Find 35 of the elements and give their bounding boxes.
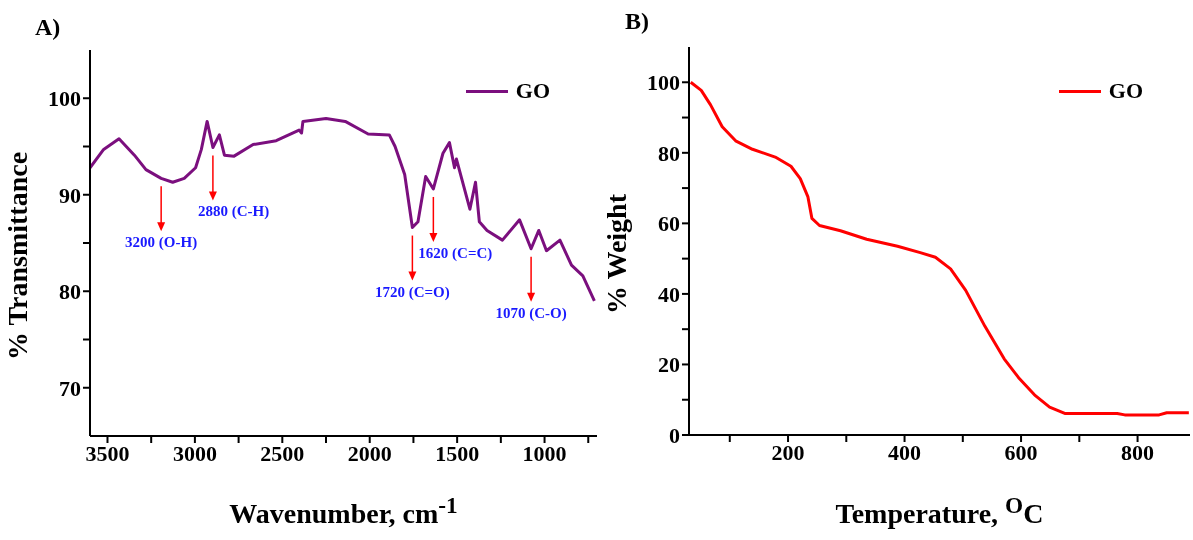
annotation: 1620 (C=C) (418, 244, 493, 262)
x-tick-label: 3000 (172, 440, 217, 466)
y-tick-label: 100 (48, 86, 81, 112)
y-axis-title: % Weight (601, 193, 633, 315)
x-tick-label: 1000 (522, 440, 567, 466)
line-series (689, 80, 1190, 417)
annotation: 3200 (O-H) (125, 234, 198, 252)
x-tick-label: 2500 (260, 440, 305, 466)
x-axis-title: Wavenumber, cm$^{-1}$ (228, 492, 459, 531)
chart-title: A) (35, 14, 61, 41)
y-tick-label: 0 (669, 422, 680, 448)
x-axis-title: Temperature, $^{O}$C (834, 492, 1045, 531)
y-tick-label: 70 (59, 375, 81, 401)
x-tick-label: 800 (1121, 439, 1155, 465)
y-tick-label: 100 (647, 70, 680, 96)
legend-label: GO (1108, 78, 1143, 104)
line-series (90, 117, 596, 303)
y-tick-label: 90 (59, 182, 81, 208)
x-tick-label: 2000 (347, 440, 392, 466)
y-tick-label: 80 (658, 140, 680, 166)
x-tick-label: 1500 (435, 440, 480, 466)
y-tick-label: 80 (59, 279, 81, 305)
annotation: 1720 (C=O) (374, 283, 450, 301)
annotation: 2880 (C-H) (197, 203, 270, 221)
legend-label: GO (515, 78, 550, 104)
y-tick-label: 60 (658, 211, 680, 237)
y-axis-title: % Transmittance (2, 151, 34, 361)
annotation: 1070 (C-O) (495, 304, 567, 322)
x-tick-label: 200 (771, 439, 805, 465)
chart-title: B) (625, 8, 649, 35)
y-tick-label: 40 (658, 281, 680, 307)
x-tick-label: 600 (1004, 439, 1038, 465)
y-tick-label: 20 (658, 352, 680, 378)
x-tick-label: 3500 (85, 440, 130, 466)
x-tick-label: 400 (888, 439, 922, 465)
